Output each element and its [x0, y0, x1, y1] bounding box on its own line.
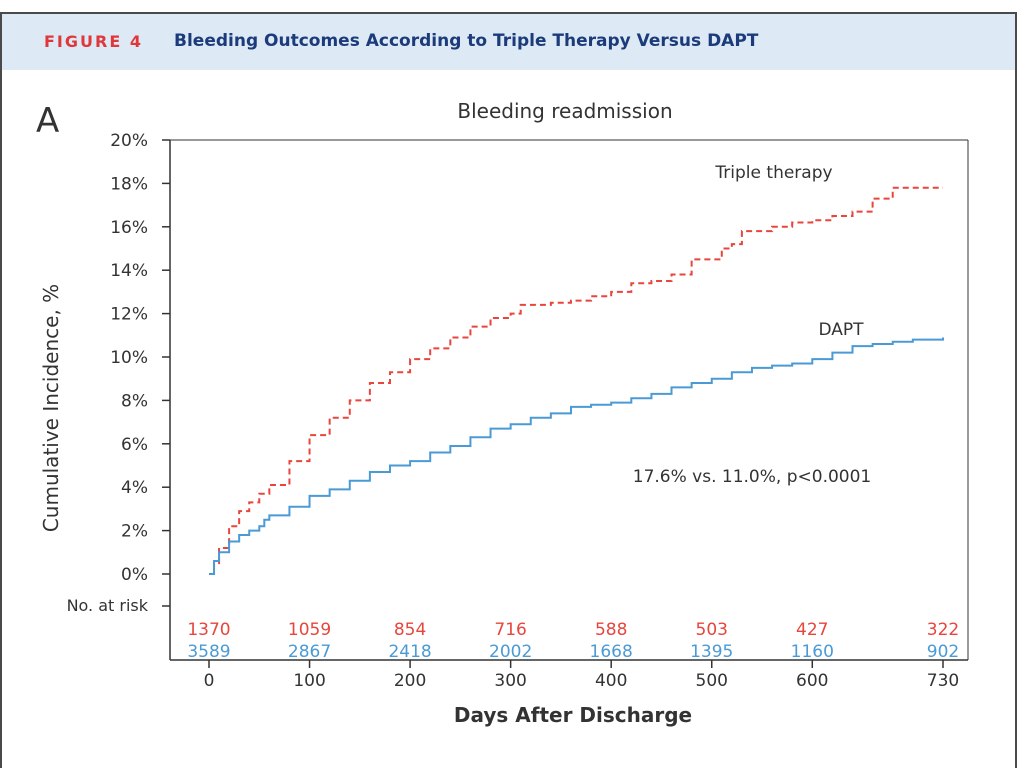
y-tick-label: 0%	[121, 565, 148, 585]
y-tick-label: 8%	[121, 391, 148, 411]
series-labels: Triple therapy DAPT	[714, 163, 864, 340]
y-ticks: 0% 2% 4% 6% 8% 10% 12% 14% 16% 18% 20%	[110, 131, 170, 585]
dapt-line	[209, 337, 944, 575]
triple-therapy-label: Triple therapy	[714, 163, 832, 183]
y-tick-label: 2%	[121, 522, 148, 542]
panel-letter: A	[36, 101, 59, 141]
at-risk-triple-value: 427	[796, 620, 828, 640]
x-axis-label: Days After Discharge	[454, 703, 692, 727]
at-risk-dapt-value: 1668	[590, 642, 633, 662]
at-risk-dapt-value: 2002	[489, 642, 532, 662]
y-axis-label: Cumulative Incidence, %	[39, 284, 63, 532]
at-risk-triple-value: 854	[394, 620, 426, 640]
x-tick-label: 300	[494, 671, 526, 691]
triple-therapy-line	[209, 186, 943, 575]
at-risk-triple-value: 588	[595, 620, 627, 640]
dapt-label: DAPT	[818, 320, 864, 340]
figure-panel	[0, 70, 1017, 768]
series-group	[209, 186, 944, 575]
at-risk-dapt-value: 2418	[388, 642, 431, 662]
at-risk-dapt-value: 902	[927, 642, 959, 662]
y-tick-label: 4%	[121, 478, 148, 498]
x-tick-label: 730	[927, 671, 959, 691]
chart-title: Bleeding readmission	[457, 99, 672, 123]
x-tick-label: 200	[394, 671, 426, 691]
chart-axes	[169, 139, 969, 661]
p-value-annotation: 17.6% vs. 11.0%, p<0.0001	[633, 467, 871, 487]
at-risk-dapt-value: 3589	[187, 642, 230, 662]
at-risk-dapt-value: 1160	[791, 642, 834, 662]
x-tick-label: 400	[595, 671, 627, 691]
y-tick-label: 14%	[110, 261, 148, 281]
at-risk-triple-value: 322	[927, 620, 959, 640]
at-risk-triple-value: 503	[696, 620, 728, 640]
figure-label: FIGURE 4	[44, 32, 143, 51]
at-risk-dapt-value: 2867	[288, 642, 331, 662]
x-tick-label: 100	[293, 671, 325, 691]
figure-title: Bleeding Outcomes According to Triple Th…	[174, 31, 759, 51]
at-risk-triple-value: 716	[494, 620, 526, 640]
x-tick-label: 500	[696, 671, 728, 691]
x-tick-label: 0	[204, 671, 215, 691]
x-ticks: 0 100 200 300 400 500 600 730	[204, 660, 959, 691]
x-tick-label: 600	[796, 671, 828, 691]
at-risk-table: No. at risk 1370 1059 854 716 588 503 427 322 358…	[67, 596, 960, 662]
y-tick-label: 10%	[110, 348, 148, 368]
y-tick-label: 16%	[110, 218, 148, 238]
y-tick-label: 12%	[110, 305, 148, 325]
at-risk-label: No. at risk	[67, 596, 149, 615]
at-risk-triple-value: 1370	[187, 620, 230, 640]
y-tick-label: 6%	[121, 435, 148, 455]
at-risk-dapt-value: 1395	[690, 642, 733, 662]
figure-header	[0, 12, 1017, 70]
y-tick-label: 18%	[110, 174, 148, 194]
y-tick-label: 20%	[110, 131, 148, 151]
at-risk-triple-value: 1059	[288, 620, 331, 640]
